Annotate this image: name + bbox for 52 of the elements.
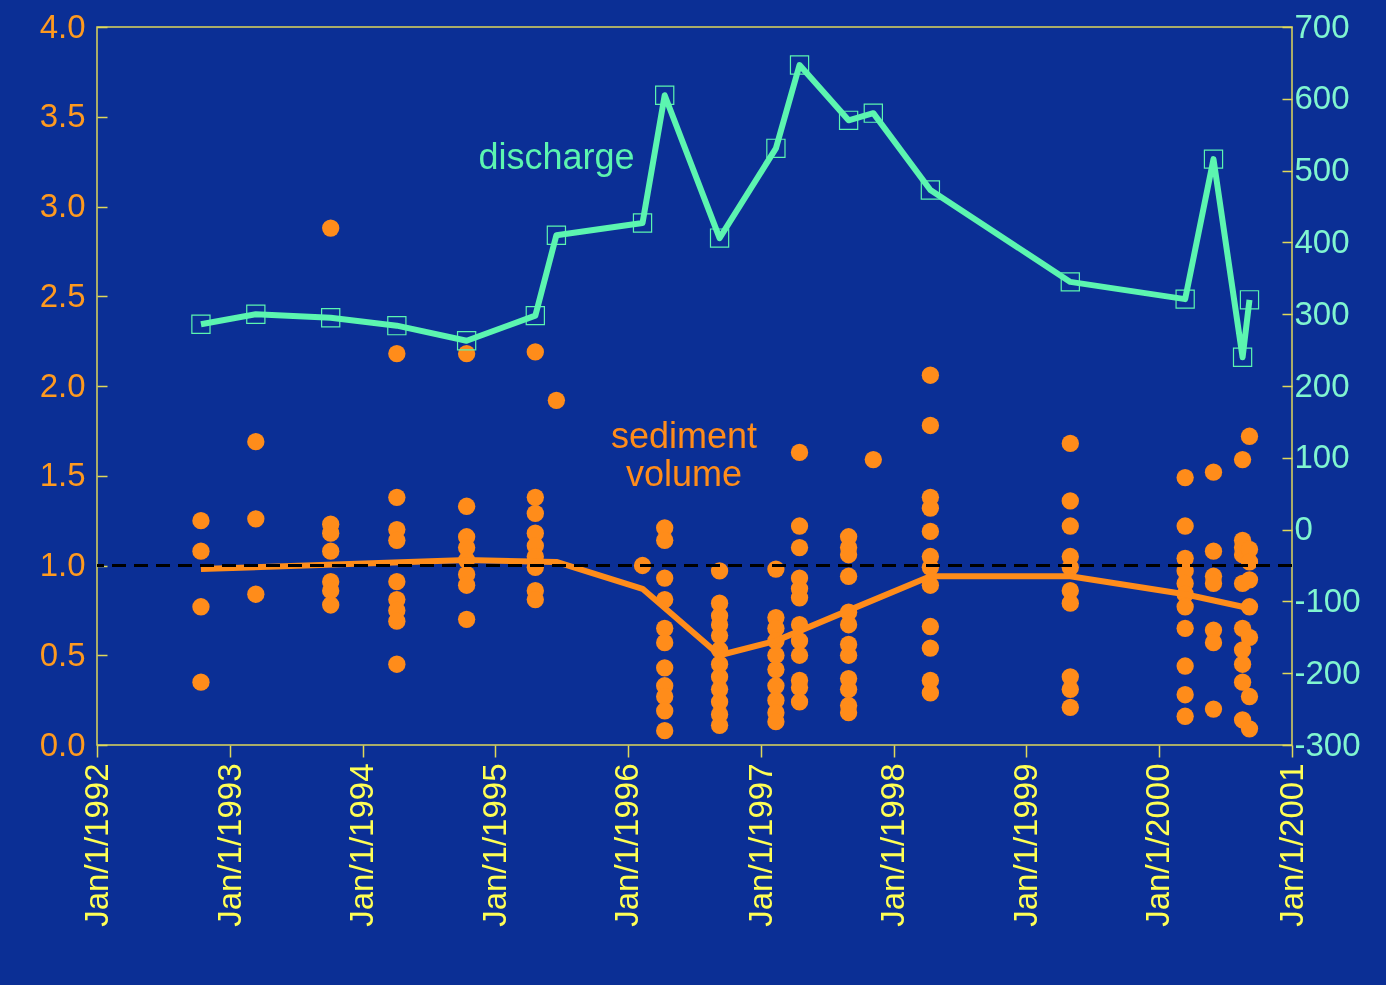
- y2-tick-label: 200: [1294, 366, 1350, 404]
- point: [863, 103, 883, 123]
- point: [632, 213, 653, 233]
- x-tick-label: Jan/1/1995: [475, 763, 513, 927]
- point: [838, 110, 859, 131]
- point: [1175, 289, 1195, 309]
- x-tick-label: Jan/1/2000: [1139, 763, 1177, 927]
- x-tick-label: Jan/1/1998: [874, 763, 912, 927]
- y-tick-label: 3.5: [39, 97, 86, 135]
- point: [1060, 272, 1080, 292]
- y2-tick-label: 600: [1294, 79, 1350, 117]
- y2-tick-label: 0: [1294, 510, 1313, 548]
- y2-tick-label: -300: [1294, 725, 1361, 763]
- y2-tick-label: 500: [1294, 151, 1350, 189]
- point: [321, 308, 341, 328]
- point: [525, 305, 545, 326]
- point: [766, 138, 786, 159]
- series-label: sediment volume: [610, 415, 758, 494]
- x-tick-label: Jan/1/1999: [1006, 763, 1044, 927]
- point: [456, 331, 477, 351]
- y-tick-label: 1.0: [39, 546, 86, 583]
- y2-tick-label: 700: [1294, 7, 1350, 45]
- point: [246, 304, 266, 324]
- y-tick-label: 1.5: [39, 456, 86, 494]
- y2-tick-label: 400: [1294, 222, 1350, 260]
- point: [1232, 347, 1253, 367]
- y-tick-label: 4.0: [39, 7, 86, 45]
- point: [709, 228, 730, 248]
- point: [1239, 290, 1260, 310]
- y2-tick-label: -100: [1294, 581, 1361, 619]
- point: [546, 225, 567, 245]
- x-tick-label: Jan/1/1993: [210, 763, 248, 927]
- point: [920, 180, 941, 200]
- y-tick-label: 3.0: [39, 187, 86, 224]
- point: [789, 55, 810, 75]
- y2-tick-label: 100: [1294, 438, 1350, 476]
- y-tick-label: 2.5: [39, 276, 86, 314]
- point: [1203, 149, 1224, 169]
- x-tick-label: Jan/1/2001: [1272, 763, 1310, 927]
- point: [191, 314, 211, 334]
- x-tick-label: Jan/1/1997: [741, 763, 779, 927]
- x-tick-label: Jan/1/1992: [77, 763, 115, 927]
- y-tick-label: 2.0: [39, 366, 86, 404]
- series-label: discharge: [478, 136, 635, 177]
- point: [655, 85, 675, 105]
- point: [387, 316, 407, 336]
- y2-tick-label: -200: [1294, 653, 1361, 691]
- x-tick-label: Jan/1/1996: [608, 763, 646, 927]
- x-tick-label: Jan/1/1994: [343, 763, 381, 927]
- y2-tick-label: 300: [1294, 294, 1350, 332]
- y-tick-label: 0.5: [39, 635, 86, 673]
- y-tick-label: 0.0: [39, 725, 86, 763]
